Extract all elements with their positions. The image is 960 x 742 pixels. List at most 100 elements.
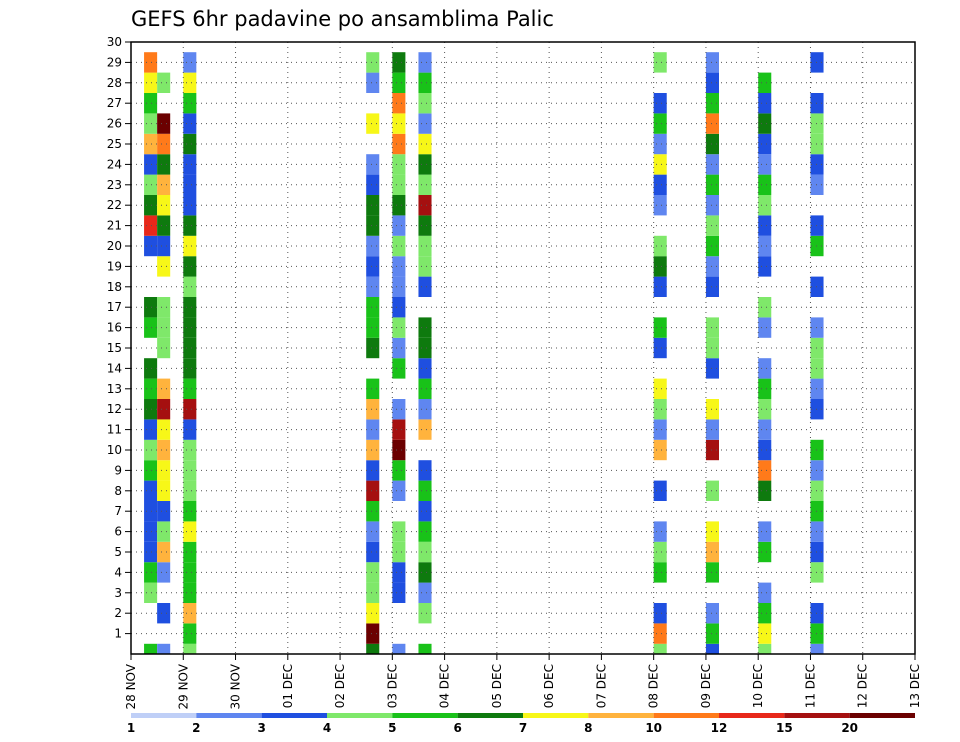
heatmap-cell	[392, 93, 406, 114]
y-tick-label: 12	[107, 402, 122, 416]
heatmap-cell	[418, 72, 432, 93]
heatmap-cell	[653, 174, 667, 195]
heatmap-cell	[366, 317, 380, 338]
heatmap-cell	[653, 133, 667, 155]
heatmap-cell	[392, 439, 406, 461]
x-tick-label: 12 DEC	[856, 664, 870, 708]
heatmap-cell	[418, 541, 432, 563]
heatmap-cell	[392, 480, 406, 501]
legend-label: 12	[711, 721, 728, 735]
heatmap-cell	[705, 358, 719, 379]
legend-label: 1	[127, 721, 135, 735]
heatmap-cell	[183, 133, 197, 155]
heatmap-cell	[392, 215, 406, 236]
heatmap-cell	[392, 541, 406, 563]
heatmap-cell	[157, 399, 171, 420]
heatmap-cell	[392, 195, 406, 216]
heatmap-cell	[758, 521, 772, 542]
y-tick-label: 22	[107, 198, 122, 212]
heatmap-cell	[392, 276, 406, 297]
heatmap-cell	[418, 93, 432, 114]
heatmap-cell	[653, 256, 667, 277]
heatmap-cell	[366, 541, 380, 563]
y-tick-label: 2	[114, 606, 122, 620]
heatmap-cell	[392, 582, 406, 603]
heatmap-cell	[705, 133, 719, 155]
heatmap-cell	[653, 399, 667, 420]
heatmap-cell	[183, 623, 197, 644]
heatmap-cell	[758, 195, 772, 216]
heatmap-cell	[366, 154, 380, 175]
legend-label: 8	[584, 721, 592, 735]
heatmap-cell	[144, 419, 158, 440]
y-tick-label: 21	[107, 219, 122, 233]
heatmap-cell	[144, 93, 158, 114]
heatmap-cell	[366, 113, 380, 134]
heatmap-cell	[705, 256, 719, 277]
heatmap-cell	[418, 256, 432, 277]
heatmap-cell	[366, 439, 380, 461]
legend-label: 10	[645, 721, 662, 735]
heatmap-cell	[183, 337, 197, 359]
heatmap-cell	[157, 480, 171, 501]
heatmap-cell	[705, 562, 719, 583]
heatmap-cell	[705, 439, 719, 461]
heatmap-cell	[392, 419, 406, 440]
heatmap-cell	[157, 439, 171, 461]
heatmap-cell	[705, 643, 719, 654]
heatmap-cell	[392, 399, 406, 420]
heatmap-cell	[392, 460, 406, 481]
legend-label: 7	[519, 721, 527, 735]
heatmap-cell	[157, 643, 171, 654]
heatmap-cell	[653, 439, 667, 461]
heatmap-cell	[183, 235, 197, 257]
chart-title: GEFS 6hr padavine po ansamblima Palic	[131, 7, 554, 31]
y-tick-label: 11	[107, 423, 122, 437]
heatmap-cell	[758, 256, 772, 277]
heatmap-cell	[653, 521, 667, 542]
heatmap-cell	[366, 501, 380, 522]
heatmap-cell	[705, 541, 719, 563]
x-axis-ticks: 28 NOV 29 NOV 30 NOV 01 DEC 02 DEC 03 DEC 04 D…	[124, 654, 922, 710]
heatmap-cell	[183, 93, 197, 114]
legend-label: 6	[453, 721, 461, 735]
y-tick-label: 10	[107, 443, 122, 457]
heatmap-cell	[392, 256, 406, 277]
heatmap-cell	[705, 235, 719, 257]
heatmap-cell	[157, 195, 171, 216]
legend-label: 5	[388, 721, 396, 735]
legend-label: 20	[841, 721, 858, 735]
heatmap-cell	[183, 562, 197, 583]
heatmap-cell	[144, 439, 158, 461]
heatmap-cell	[183, 439, 197, 461]
heatmap-cell	[705, 93, 719, 114]
heatmap-cell	[183, 460, 197, 481]
y-tick-label: 15	[107, 341, 122, 355]
heatmap-cell	[758, 541, 772, 563]
heatmap-cell	[144, 480, 158, 501]
x-tick-label: 29 NOV	[176, 663, 190, 709]
y-tick-label: 23	[107, 178, 122, 192]
legend-swatch	[588, 713, 654, 718]
heatmap-cell	[183, 358, 197, 379]
heatmap-cell	[366, 195, 380, 216]
y-tick-label: 17	[107, 300, 122, 314]
heatmap-cell	[157, 603, 171, 624]
x-tick-label: 09 DEC	[699, 664, 713, 708]
y-tick-label: 13	[107, 382, 122, 396]
heatmap-cell	[144, 174, 158, 195]
y-tick-label: 4	[114, 565, 122, 579]
heatmap-cell	[705, 623, 719, 644]
x-tick-label: 05 DEC	[490, 664, 504, 708]
heatmap-cell	[183, 378, 197, 399]
heatmap-cell	[758, 133, 772, 155]
heatmap-cell	[705, 113, 719, 134]
heatmap-cell	[144, 521, 158, 542]
heatmap-cell	[653, 93, 667, 114]
heatmap-cell	[758, 399, 772, 420]
heatmap-cell	[157, 256, 171, 277]
heatmap-cell	[392, 643, 406, 654]
heatmap-cell	[758, 603, 772, 624]
heatmap-cell	[705, 337, 719, 359]
heatmap-cell	[653, 643, 667, 654]
